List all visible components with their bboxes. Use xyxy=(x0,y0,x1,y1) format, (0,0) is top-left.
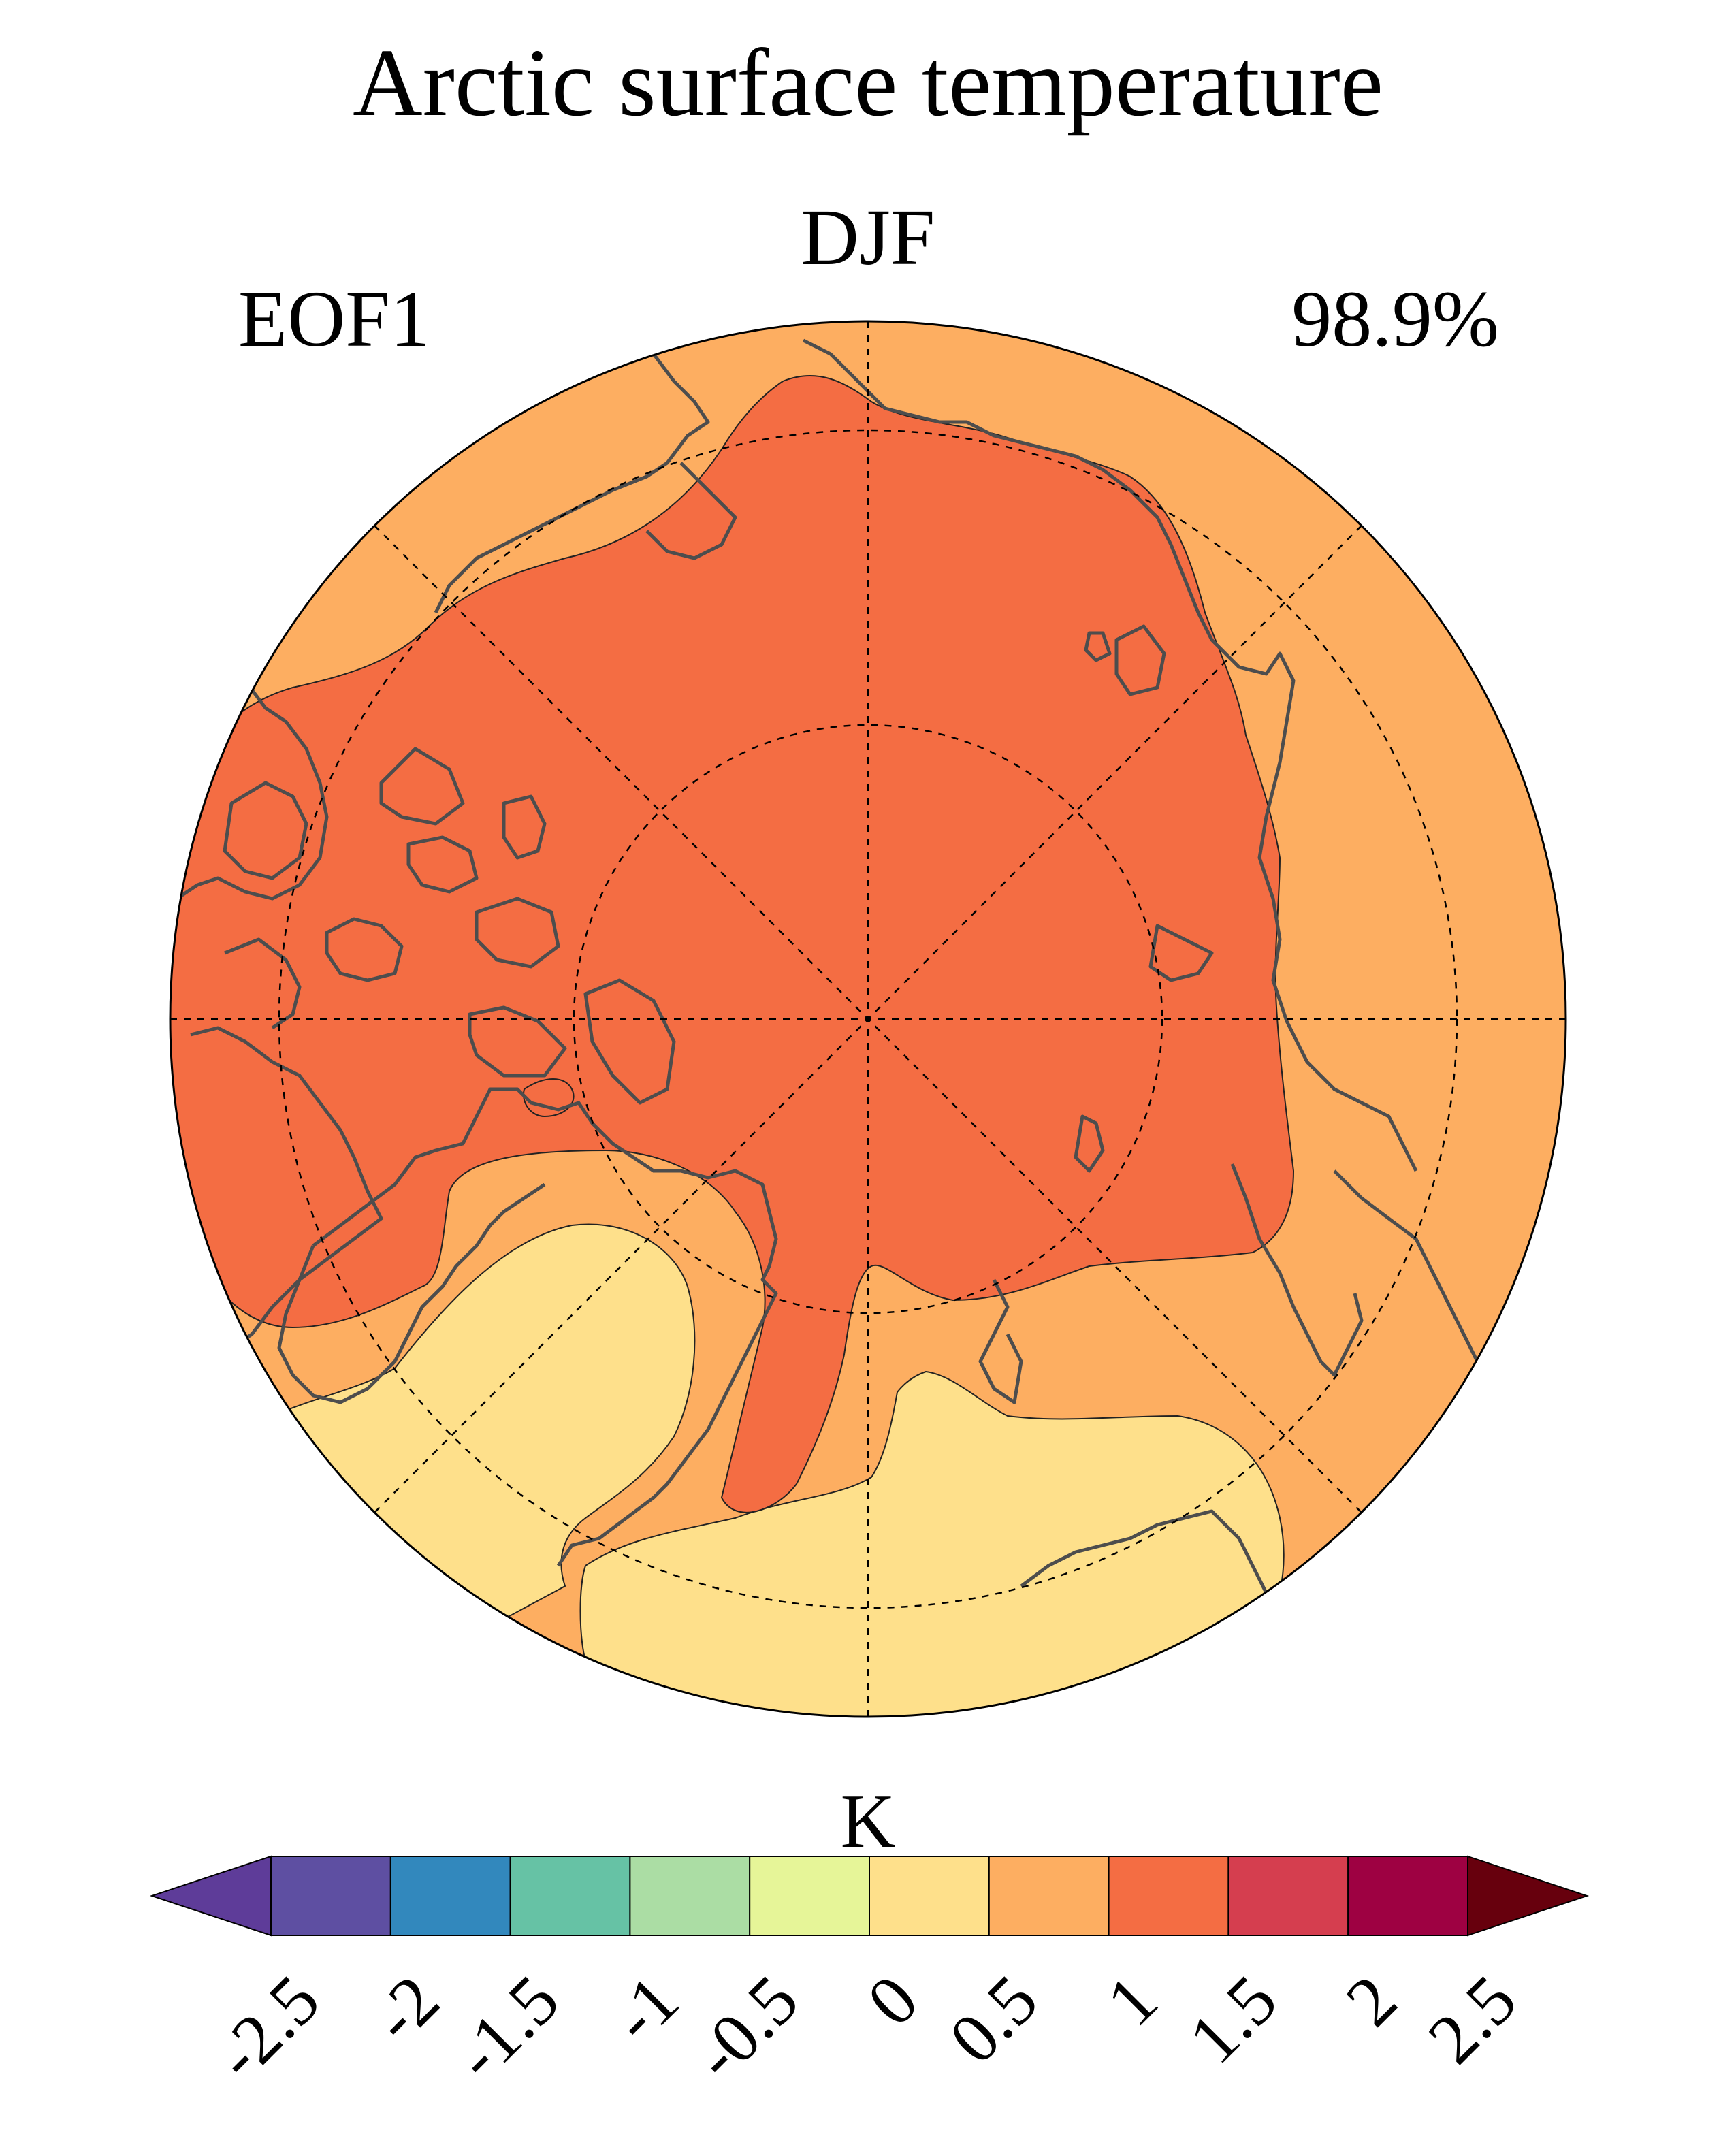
coastline-novaya-zemlya xyxy=(1230,1163,1364,1377)
colorbar-tick-label: 2 xyxy=(1331,1960,1411,2041)
coastline-archipelago-1 xyxy=(325,917,404,982)
coastline-archipelago-4 xyxy=(468,1005,567,1078)
season-label: DJF xyxy=(801,193,935,282)
colorbar-segment xyxy=(509,1856,631,1936)
colorbar-extend-over xyxy=(1467,1855,1590,1937)
map-boundary xyxy=(169,320,1567,1718)
coastline-severnaya-zemlya xyxy=(1114,624,1166,696)
coastline-archipelago-2 xyxy=(406,835,479,894)
colorbar-segment xyxy=(749,1856,870,1936)
colorbar-segment xyxy=(270,1856,391,1936)
colorbar-extend-under xyxy=(149,1855,272,1937)
variance-label: 98.9% xyxy=(1291,274,1499,364)
latitude-circle-80 xyxy=(573,724,1163,1314)
coastline-europe xyxy=(1020,1509,1268,1594)
colorbar-segment xyxy=(988,1856,1110,1936)
coastline-archipelago-6 xyxy=(379,747,465,826)
coastline-new-siberian-islands xyxy=(1084,631,1112,662)
colorbar-unit: K xyxy=(840,1779,896,1864)
colorbar-tick-label: -2.5 xyxy=(200,1960,335,2095)
colorbar-tick-label: -1 xyxy=(596,1960,694,2058)
graticule xyxy=(170,321,1566,1717)
colorbar-tick-label: 1.5 xyxy=(1174,1960,1291,2078)
coastline-asia xyxy=(645,462,737,560)
colorbar-segment xyxy=(1227,1856,1349,1936)
colorbar-tick-label: 2.5 xyxy=(1413,1960,1531,2078)
colorbar-segment xyxy=(629,1856,751,1936)
coastline-archipelago-3 xyxy=(475,897,560,969)
meridian-135 xyxy=(374,525,1362,1513)
coastline-siberia xyxy=(802,338,1418,1172)
coastline-archipelago-5 xyxy=(583,978,676,1105)
colorbar-tick-label: 1 xyxy=(1092,1960,1172,2041)
colorbar-segment xyxy=(389,1856,511,1936)
colorbar-segment xyxy=(869,1856,990,1936)
mode-label: EOF1 xyxy=(238,274,430,364)
field-band-1-1.5 xyxy=(170,375,1295,1513)
colorbar-tick-label: 0 xyxy=(852,1960,933,2041)
colorbar-tick-label: 0.5 xyxy=(935,1960,1052,2078)
colorbar-tick-label: -2 xyxy=(357,1960,455,2058)
coastline-taymyr xyxy=(1148,924,1214,982)
colorbar-tick-label: -1.5 xyxy=(439,1960,574,2095)
colorbar-segment xyxy=(1347,1856,1468,1936)
coastlines xyxy=(176,338,1500,1594)
figure-title: Arctic surface temperature xyxy=(353,29,1383,136)
coastline-bering xyxy=(434,353,710,614)
coastline-svalbard xyxy=(1074,1114,1105,1173)
coastline-archipelago-7 xyxy=(502,794,547,860)
coastline-greenland xyxy=(277,1087,778,1567)
colorbar-segment xyxy=(1108,1856,1229,1936)
colorbar-tick-label: -0.5 xyxy=(679,1960,814,2095)
